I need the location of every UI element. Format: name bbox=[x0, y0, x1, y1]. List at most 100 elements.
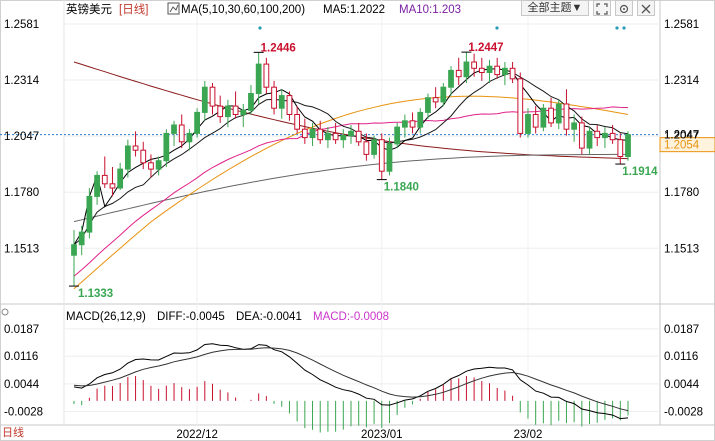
candle-body bbox=[371, 139, 377, 155]
macd-panel bbox=[73, 343, 629, 433]
candle-body bbox=[325, 132, 331, 141]
candle-body bbox=[532, 114, 539, 128]
line-chart-icon bbox=[169, 4, 179, 13]
price-tick-label-right: 1.1513 bbox=[664, 243, 699, 255]
candle-body bbox=[194, 111, 200, 134]
candle-body bbox=[278, 95, 285, 109]
candle-body bbox=[617, 139, 624, 157]
price-tick-label-left: 1.2047 bbox=[4, 131, 39, 143]
candle-body bbox=[494, 65, 501, 76]
macd-tick-label-right: 0.0116 bbox=[664, 351, 698, 363]
extreme-label: 1.2447 bbox=[468, 42, 503, 54]
candle-body bbox=[155, 160, 162, 170]
candle-body bbox=[571, 122, 578, 130]
candle-body bbox=[401, 120, 408, 128]
expand-icon[interactable] bbox=[593, 0, 611, 16]
candle-body bbox=[386, 143, 393, 172]
candle-body bbox=[417, 111, 424, 128]
price-tick-label-left: 1.1780 bbox=[4, 187, 39, 199]
macd-tick-label-right: -0.0028 bbox=[664, 407, 703, 419]
candle-body bbox=[502, 67, 508, 76]
current-price-tag bbox=[659, 137, 715, 153]
price-tick-label-left: 1.1513 bbox=[4, 243, 39, 255]
candle-body bbox=[178, 124, 185, 143]
candle-body bbox=[394, 126, 401, 145]
candle-body bbox=[132, 145, 139, 151]
candle-body bbox=[201, 86, 208, 113]
candle-body bbox=[425, 97, 431, 113]
candle-body bbox=[140, 149, 147, 164]
price-tick-label-left: 1.2314 bbox=[4, 75, 40, 87]
candle-body bbox=[301, 128, 308, 139]
candle-body bbox=[609, 132, 616, 141]
candle-body bbox=[240, 109, 247, 116]
price-tick-label-left: 1.2581 bbox=[4, 19, 39, 31]
candle-body bbox=[463, 61, 470, 78]
candle-body bbox=[186, 132, 193, 143]
price-tick-label-right: 1.1780 bbox=[664, 187, 699, 199]
candle-body bbox=[286, 95, 293, 115]
candle-body bbox=[94, 174, 100, 197]
candle-body bbox=[217, 105, 224, 118]
candle-body bbox=[363, 141, 370, 155]
candle-body bbox=[294, 114, 301, 130]
extreme-label: 1.1840 bbox=[384, 182, 419, 194]
ma-params-label: MA(5,10,30,60,100,200) bbox=[181, 4, 305, 16]
candle-body bbox=[455, 69, 462, 78]
macd-diff-value: DIFF:-0.0045 bbox=[157, 311, 225, 323]
marker-dot bbox=[615, 26, 619, 30]
ma5-value: MA5:1.2022 bbox=[323, 4, 385, 16]
candle-body bbox=[509, 67, 516, 80]
axis-labels: 1.2581 1.2581 1.2314 1.2314 1.2047 1.2047 1.17… bbox=[4, 19, 715, 441]
grid-lines bbox=[0, 0, 660, 425]
ma60-line bbox=[73, 95, 629, 290]
macd-tick-label-left: 0.0044 bbox=[4, 379, 40, 391]
settings-icon[interactable] bbox=[615, 0, 633, 16]
macd-settings-icon[interactable] bbox=[1, 308, 9, 316]
extreme-label: 1.2446 bbox=[261, 42, 296, 54]
candle-body bbox=[309, 128, 316, 139]
candle-body bbox=[478, 67, 485, 74]
candle-body bbox=[432, 97, 439, 103]
timeframe-tab[interactable]: 日线 bbox=[2, 427, 24, 439]
candle-body bbox=[586, 130, 593, 149]
candle-body bbox=[348, 130, 354, 137]
extreme-label: 1.1914 bbox=[622, 166, 658, 178]
ma10-value: MA10:1.203 bbox=[399, 4, 461, 16]
candle-body bbox=[378, 139, 385, 172]
candle-body bbox=[124, 145, 131, 170]
macd-params-label: MACD(26,12,9) bbox=[66, 311, 146, 323]
candle-body bbox=[225, 105, 231, 118]
macd-tick-label-left: 0.0187 bbox=[4, 324, 39, 336]
candle-body bbox=[101, 174, 108, 185]
candle-body bbox=[332, 132, 339, 141]
close-icon[interactable] bbox=[637, 0, 655, 16]
marker-dot bbox=[258, 26, 262, 30]
candle-body bbox=[471, 61, 477, 69]
candle-body bbox=[440, 86, 447, 103]
candle-body bbox=[71, 244, 77, 256]
candle-body bbox=[163, 132, 170, 162]
marker-dot bbox=[495, 26, 499, 30]
instrument-title: 英镑美元 bbox=[66, 2, 112, 16]
macd-histogram-value: MACD:-0.0008 bbox=[313, 311, 389, 323]
ma-settings-icon[interactable] bbox=[167, 2, 180, 15]
candle-body bbox=[563, 103, 570, 130]
candle-body bbox=[448, 69, 454, 88]
candle-body bbox=[263, 63, 270, 88]
macd-dea-value: DEA:-0.0041 bbox=[236, 311, 302, 323]
ma200-line bbox=[73, 153, 628, 223]
candle-body bbox=[548, 107, 554, 124]
candle-body bbox=[409, 120, 416, 128]
marker-dot bbox=[622, 26, 626, 30]
all-topics-button[interactable]: 全部主题▼ bbox=[521, 0, 589, 16]
candle-body bbox=[317, 128, 324, 141]
candle-body bbox=[109, 183, 116, 189]
current-price-label: 1.2054 bbox=[664, 140, 700, 152]
candle-body bbox=[232, 105, 239, 115]
candle-body bbox=[625, 134, 631, 158]
candle-body bbox=[540, 107, 547, 128]
macd-tick-label-left: 0.0116 bbox=[4, 351, 38, 363]
candle-body bbox=[555, 103, 562, 124]
